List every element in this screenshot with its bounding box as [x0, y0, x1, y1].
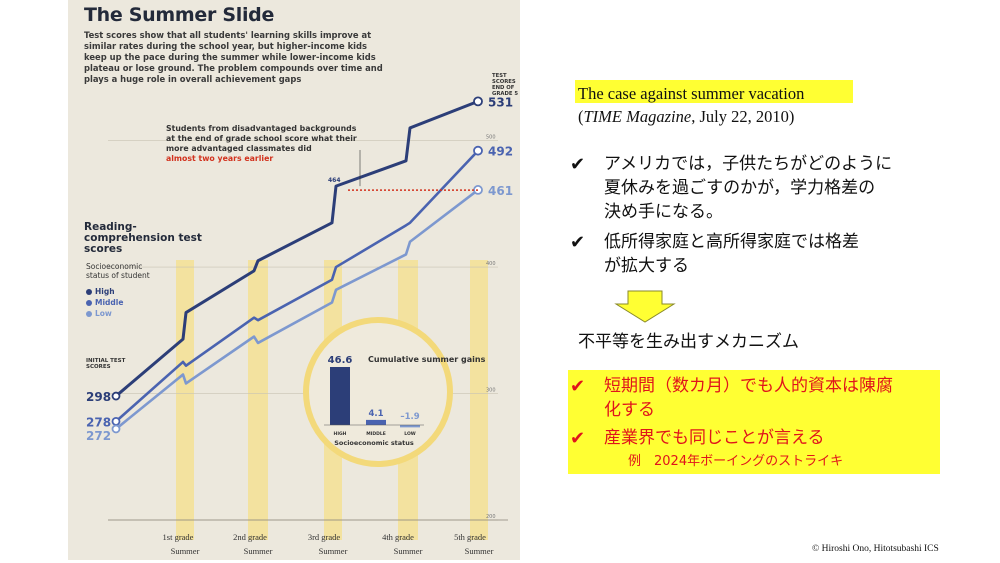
callout-text: Students from disadvantaged backgrounds … [166, 124, 357, 153]
legend-label: Low [95, 309, 112, 318]
line-chart: 200 300 400 500 1st grade 2nd grade 3rd grade 4… [86, 95, 513, 556]
chart-title: Reading-comprehension test scores [84, 221, 202, 255]
bullet-2-line: 低所得家庭と高所得家庭では格差 [604, 232, 859, 252]
end-value-label: 492 [488, 145, 513, 159]
source-open: ( [578, 107, 584, 126]
series-line-middle [115, 149, 479, 423]
start-value-label: 278 [86, 415, 111, 429]
bullet-1: アメリカでは，子供たちがどのように 夏休みを過ごすのかが，学力格差の 決め手にな… [604, 152, 892, 224]
inset-value-label: 4.1 [368, 409, 383, 419]
bullet-2-line: が拡大する [604, 256, 689, 276]
summer-label: Summer [244, 546, 273, 556]
check-icon: ✔ [570, 376, 586, 397]
legend-label: Middle [95, 298, 124, 307]
y-tick-label: 200 [486, 514, 496, 520]
inset-xlabel: Socioeconomic status [334, 439, 414, 447]
inset-bar [366, 419, 386, 425]
summer-label: Summer [171, 546, 200, 556]
case-source: (TIME Magazine, July 22, 2010) [578, 107, 794, 127]
end-scores-label: TEST SCORES END OF GRADE 5 [492, 73, 519, 97]
mechanism-text: 不平等を生み出すメカニズム [578, 332, 799, 352]
end-value-label: 461 [488, 184, 513, 198]
start-value-label: 272 [86, 429, 111, 443]
figure-dek: Test scores show that all students' lear… [84, 30, 383, 84]
ses-label: Socioeconomic status of student [86, 262, 150, 280]
inset-bar [400, 425, 420, 428]
x-tick-label: 4th grade [382, 532, 414, 542]
x-tick-label: 2nd grade [233, 532, 267, 542]
magazine-figure: 200 300 400 500 1st grade 2nd grade 3rd grade 4… [68, 0, 520, 560]
legend-item-low: Low [86, 308, 123, 319]
figure-headline: The Summer Slide [84, 4, 275, 26]
start-point [111, 416, 121, 426]
check-icon: ✔ [570, 428, 586, 449]
box-bullet-line: 産業界でも同じことが言える [604, 428, 825, 448]
end-value-label: 531 [488, 95, 513, 109]
box-bullet-1: 短期間（数カ月）でも人的資本は陳腐 化する [604, 374, 893, 422]
legend-item-high: High [86, 286, 123, 297]
series-line-high [115, 99, 479, 398]
example-text: 例 2024年ボーイングのストライキ [628, 454, 844, 469]
title-highlight [575, 80, 853, 103]
figure-callout: Students from disadvantaged backgrounds … [166, 124, 366, 164]
end-point [473, 145, 483, 156]
source-magazine: TIME Magazine [583, 107, 692, 126]
summer-band [176, 260, 194, 540]
inset-category-label: MIDDLE [366, 431, 386, 437]
initial-scores-label: INITIAL TEST SCORES [86, 358, 126, 370]
case-title: The case against summer vacation [578, 84, 805, 103]
down-arrow-icon [614, 290, 676, 323]
series-line-low [115, 188, 479, 430]
legend-label: High [95, 287, 115, 296]
box-bullet-2: 産業界でも同じことが言える [604, 426, 825, 450]
x-tick-label: 1st grade [163, 532, 194, 542]
y-tick-label: 400 [486, 261, 496, 267]
box-bullet-line: 化する [604, 400, 655, 420]
x-tick-label: 3rd grade [308, 532, 341, 542]
box-bullet-line: 短期間（数カ月）でも人的資本は陳腐 [604, 376, 893, 396]
inset-value-label: 46.6 [328, 355, 353, 366]
marker-label: 464 [328, 177, 341, 184]
y-tick-label: 300 [486, 388, 496, 394]
start-point [111, 424, 121, 434]
bullet-1-line: 夏休みを過ごすのかが，学力格差の [604, 178, 876, 198]
inset-category-label: HIGH [334, 431, 347, 437]
start-point [111, 391, 121, 401]
inset-value-label: –1.9 [400, 412, 419, 422]
bullet-2: 低所得家庭と高所得家庭では格差 が拡大する [604, 230, 859, 278]
highlight-box [568, 370, 940, 474]
end-point [473, 96, 483, 107]
x-tick-label: 5th grade [454, 532, 486, 542]
inset-title: Cumulative summer gains [368, 355, 486, 364]
summer-label: Summer [465, 546, 494, 556]
inset-category-label: LOW [404, 431, 416, 437]
summer-label: Summer [319, 546, 348, 556]
chart-legend: High Middle Low [86, 286, 123, 319]
summer-band [248, 260, 268, 540]
callout-red: almost two years earlier [166, 154, 274, 163]
start-value-label: 298 [86, 390, 111, 404]
inset-bar [330, 367, 350, 425]
check-icon: ✔ [570, 232, 586, 253]
inset-circle [303, 317, 453, 467]
y-tick-label: 500 [486, 135, 496, 141]
check-icon: ✔ [570, 154, 586, 175]
bullet-1-line: 決め手になる。 [604, 202, 723, 222]
legend-item-middle: Middle [86, 297, 123, 308]
bullet-1-line: アメリカでは，子供たちがどのように [604, 154, 893, 174]
summer-label: Summer [394, 546, 423, 556]
copyright: © Hiroshi Ono, Hitotsubashi ICS [812, 544, 939, 554]
summer-band [470, 260, 488, 540]
source-date: , July 22, 2010) [691, 107, 795, 126]
